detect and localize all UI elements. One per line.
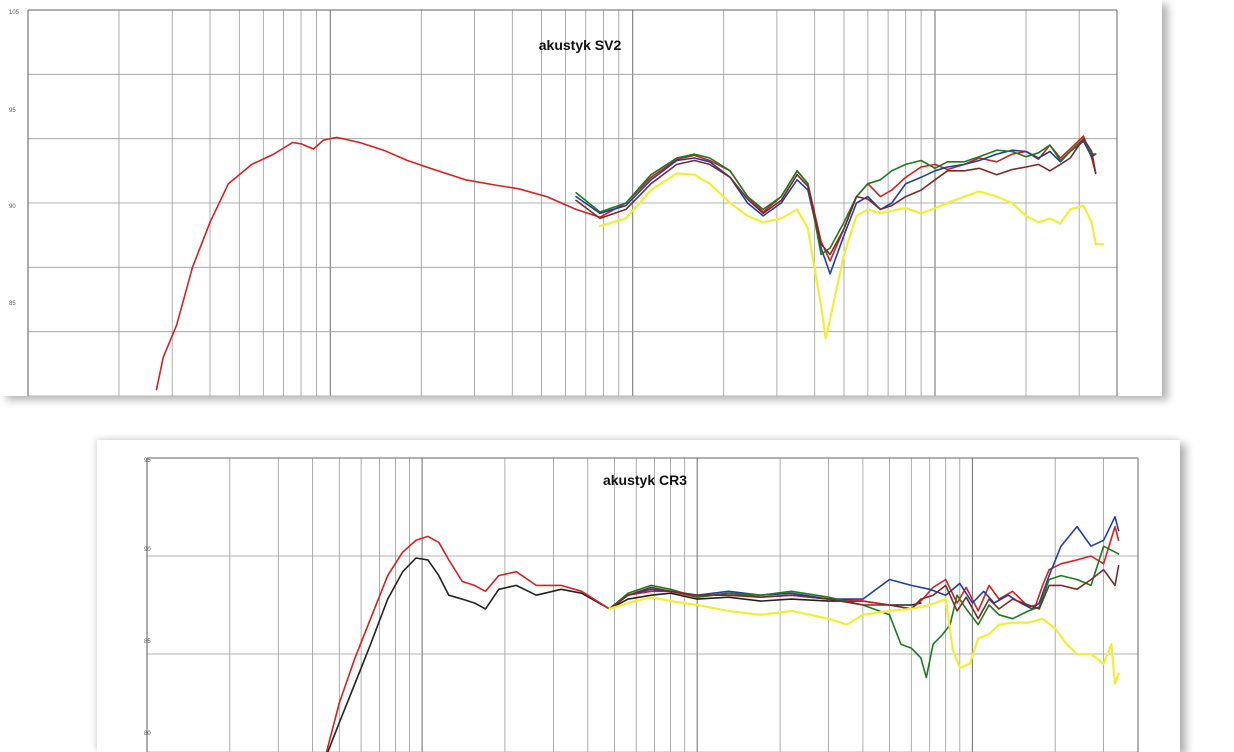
sv2-grid: [27, 9, 1118, 396]
cr3-series-group: [325, 516, 1120, 752]
cr3-series-line-5: [608, 596, 1120, 685]
sv2-chart-title: akustyk SV2: [539, 37, 622, 53]
sv2-ytick-2: 90: [9, 204, 16, 210]
sv2-series-line-0: [155, 135, 1097, 391]
cr3-series-line-2: [608, 516, 1120, 610]
cr3-chart-title: akustyk CR3: [603, 472, 687, 488]
cr3-ytick-3: 80: [144, 731, 151, 737]
sv2-frequency-chart: akustyk SV2 105 95 90 85: [9, 9, 1118, 396]
sv2-series-line-1: [575, 140, 1097, 275]
cr3-series-line-1: [325, 525, 1120, 752]
sv2-ytick-1: 95: [9, 108, 16, 114]
cr3-ytick-0: 95: [144, 458, 151, 464]
chart-panel-sv2: [0, 0, 1162, 396]
cr3-ytick-1: 90: [144, 547, 151, 553]
sv2-series-group: [155, 135, 1105, 391]
cr3-series-line-3: [608, 545, 1120, 679]
cr3-series-line-0: [326, 557, 922, 752]
sv2-ytick-3: 85: [9, 301, 16, 307]
sv2-series-line-3: [575, 137, 1097, 256]
sv2-series-line-2: [575, 137, 1097, 256]
cr3-grid: [146, 457, 1139, 752]
sv2-series-line-4: [598, 172, 1105, 340]
cr3-frequency-chart: akustyk CR3 95 90 85 80: [144, 457, 1139, 752]
cr3-series-line-4: [608, 565, 1120, 620]
sv2-ytick-0: 105: [9, 10, 20, 16]
cr3-ytick-2: 85: [144, 639, 151, 645]
chart-panel-cr3: [97, 440, 1180, 752]
